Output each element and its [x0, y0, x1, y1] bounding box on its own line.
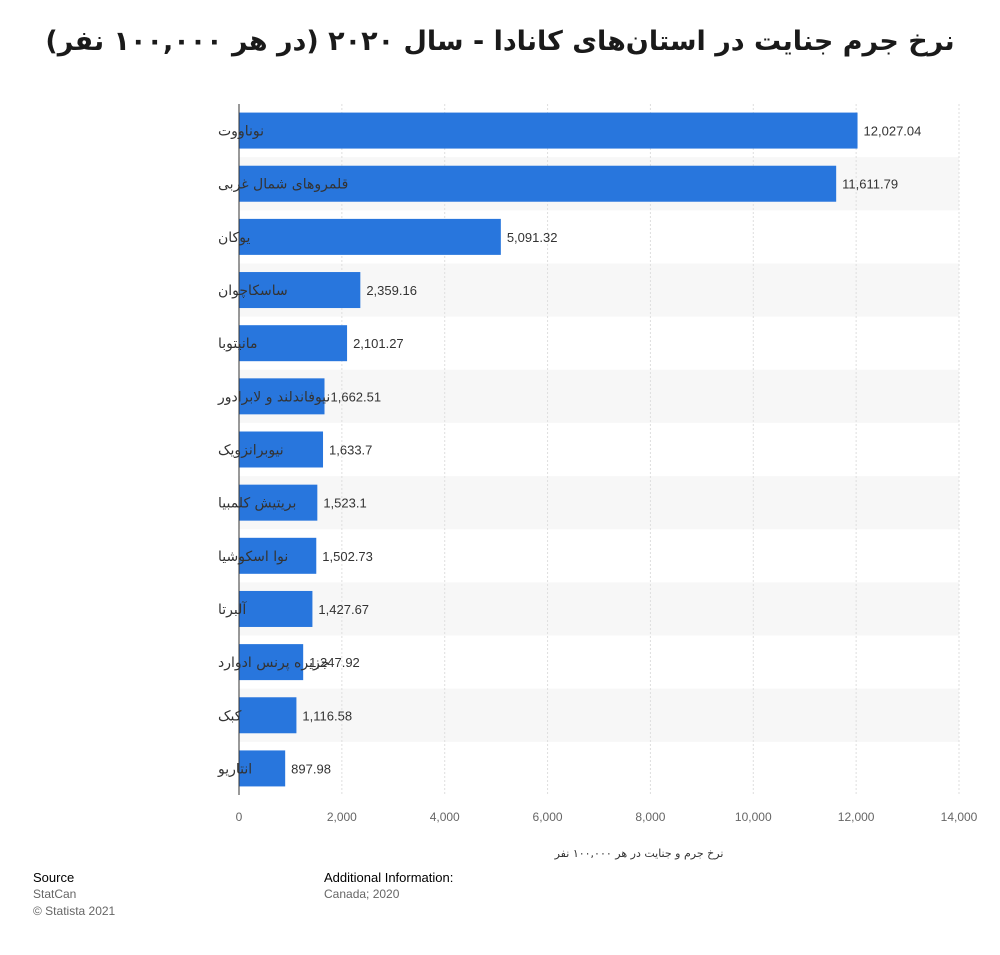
x-tick-label: 10,000 — [735, 810, 772, 824]
source-name[interactable]: StatCan — [33, 887, 77, 901]
additional-info-text: Canada; 2020 — [324, 887, 400, 901]
bar[interactable] — [239, 325, 348, 362]
data-label: 897.98 — [291, 761, 331, 776]
x-tick-label: 2,000 — [327, 810, 357, 824]
category-label: نیوفاندلند و لابرادور — [217, 389, 330, 405]
data-label: 2,359.16 — [366, 283, 417, 298]
x-tick-label: 6,000 — [533, 810, 563, 824]
data-label: 12,027.04 — [864, 124, 922, 139]
bar[interactable] — [239, 697, 297, 734]
bar[interactable] — [239, 484, 318, 521]
bar[interactable] — [239, 112, 858, 149]
bar[interactable] — [239, 218, 501, 255]
row-band — [239, 369, 959, 423]
x-tick-label: 14,000 — [941, 810, 978, 824]
bar[interactable] — [239, 750, 286, 787]
category-label: انتاریو — [217, 761, 252, 777]
data-label: 1,116.58 — [302, 708, 352, 723]
category-label: آلبرتا — [218, 601, 247, 618]
x-tick-label: 0 — [236, 810, 243, 824]
data-label: 1,633.7 — [329, 443, 372, 458]
data-label: 1,247.92 — [309, 655, 360, 670]
data-label: 5,091.32 — [507, 230, 558, 245]
x-tick-label: 12,000 — [838, 810, 875, 824]
category-label: نوناووت — [218, 124, 264, 140]
bar[interactable] — [239, 537, 317, 574]
category-label: مانیتوبا — [218, 336, 258, 352]
row-band — [239, 582, 959, 636]
additional-info-heading: Additional Information: — [324, 870, 454, 885]
data-label: 1,662.51 — [331, 389, 382, 404]
data-label: 11,611.79 — [842, 177, 898, 192]
x-tick-label: 4,000 — [430, 810, 460, 824]
bar[interactable] — [239, 272, 361, 309]
category-label: یوکان — [218, 230, 250, 246]
data-label: 1,502.73 — [322, 549, 373, 564]
category-label: نوا اسکوشیا — [218, 549, 288, 565]
category-label: کبک — [218, 708, 242, 724]
row-band — [239, 688, 959, 742]
category-label: نیوبرانزویک — [218, 443, 284, 459]
data-label: 1,523.1 — [323, 496, 366, 511]
bar[interactable] — [239, 431, 324, 468]
x-axis-title: نرخ جرم و جنایت در هر ۱۰۰,۰۰۰ نفر — [554, 847, 724, 860]
copyright-text[interactable]: © Statista 2021 — [33, 904, 116, 918]
data-label: 1,427.67 — [318, 602, 369, 617]
bar[interactable] — [239, 644, 304, 681]
bar[interactable] — [239, 590, 313, 627]
source-heading: Source — [33, 870, 75, 885]
row-band — [239, 476, 959, 530]
chart-title: نرخ جرم جنایت در استان‌های کانادا - سال … — [45, 26, 955, 57]
x-tick-label: 8,000 — [635, 810, 665, 824]
data-label: 2,101.27 — [353, 336, 404, 351]
category-label: ساسکاچوان — [218, 283, 288, 299]
bar[interactable] — [239, 378, 325, 415]
bar[interactable] — [239, 165, 837, 202]
category-label: قلمروهای شمال غربی — [218, 177, 348, 193]
category-label: بریتیش کلمبیا — [218, 496, 296, 512]
category-label: جزیره پرنس ادوارد — [218, 655, 329, 671]
